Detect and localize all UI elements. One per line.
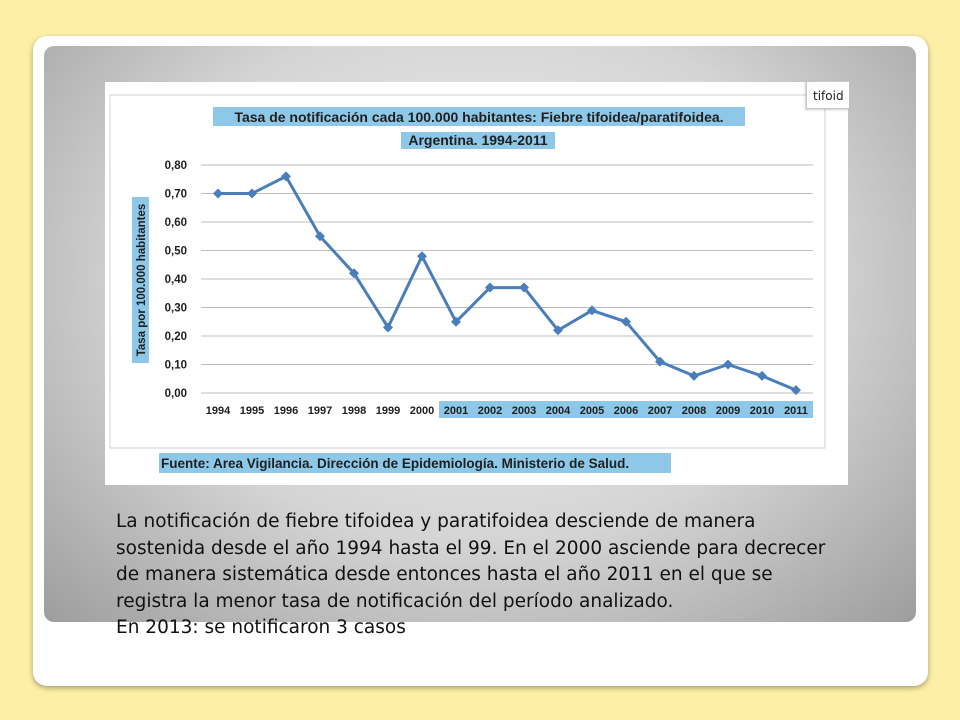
data-point [417,251,427,262]
x-tick-highlight [473,401,507,418]
x-tick-label: 1994 [206,405,231,417]
x-tick-label: 2006 [614,405,638,417]
description-paragraph: La notificación de fiebre tifoidea y par… [116,511,826,612]
description-text: La notificación de fiebre tifoidea y par… [116,509,836,642]
data-point [247,188,257,199]
x-tick-label: 2002 [478,405,502,417]
x-tick-label: 2001 [444,405,468,417]
data-point [281,171,291,182]
data-markers [213,171,801,396]
x-tick-highlight [439,401,473,418]
x-tick-highlight [507,401,541,418]
y-tick-label: 0,60 [165,217,187,229]
chart-frame [109,94,826,449]
x-tick-label: 2008 [682,405,706,417]
y-tick-label: 0,40 [165,274,187,286]
data-point [451,316,461,327]
data-point [791,385,801,396]
y-tick-label: 0,10 [165,360,187,372]
y-tick-label: 0,20 [165,331,187,343]
x-tick-label: 1995 [240,405,264,417]
x-tick-label: 1997 [308,405,332,417]
x-tick-label: 2003 [512,405,536,417]
data-point [723,359,733,370]
x-tick-highlight [779,401,813,418]
x-tick-highlight [643,401,677,418]
data-point [485,282,495,293]
chart-source: Fuente: Area Vigilancia. Dirección de Ep… [161,456,629,471]
grid-lines [201,164,813,394]
chart-image: Tasa de notificación cada 100.000 habita… [105,82,848,485]
data-point [383,322,393,333]
y-tick-label: 0,70 [165,189,187,201]
title-highlight-2 [401,132,555,149]
data-point [757,370,767,381]
x-tick-label: 2010 [750,405,774,417]
x-tick-label: 2007 [648,405,672,417]
y-tick-label: 0,30 [165,303,187,315]
chart-title-line2: Argentina. 1994-2011 [408,132,548,148]
x-tick-highlight [711,401,745,418]
x-tick-label: 2004 [546,405,571,417]
y-axis-label: Tasa por 100.000 habitantes [136,204,148,357]
data-point [655,356,665,367]
x-tick-label: 1999 [376,405,400,417]
chart-title-line1: Tasa de notificación cada 100.000 habita… [234,109,723,125]
x-tick-label: 2009 [716,405,740,417]
x-tick-labels: 1994 1995 1996 1997 1998 1999 2000 2001 2002 2003… [206,401,813,418]
data-point [587,305,597,316]
description-note: En 2013: se notificaron 3 casos [116,617,406,638]
x-tick-label: 1996 [274,405,298,417]
x-tick-label: 2011 [784,405,808,417]
ylabel-highlight [132,197,149,363]
source-highlight [159,453,671,473]
data-point [519,282,529,293]
line-chart: Tasa de notificación cada 100.000 habita… [109,94,826,473]
x-tick-highlight [575,401,609,418]
data-point [621,316,631,327]
data-point [689,370,699,381]
data-point [213,188,223,199]
data-point [315,231,325,242]
y-tick-label: 0,80 [165,160,187,172]
y-tick-label: 0,50 [165,246,187,258]
y-tick-labels: 0,00 0,10 0,20 0,30 0,40 0,50 0,60 0,70 0,80 [165,160,187,400]
x-tick-label: 2005 [580,405,604,417]
x-tick-highlight [541,401,575,418]
title-highlight-1 [213,107,745,126]
y-tick-label: 0,00 [165,388,187,400]
x-tick-label: 1998 [342,405,366,417]
data-point [553,325,563,336]
x-tick-highlight [677,401,711,418]
data-point [349,268,359,279]
slide-tab[interactable]: tifoid [806,81,849,109]
x-tick-label: 2000 [410,405,434,417]
x-tick-highlight [609,401,643,418]
series-line [218,174,797,392]
x-tick-highlight [745,401,779,418]
